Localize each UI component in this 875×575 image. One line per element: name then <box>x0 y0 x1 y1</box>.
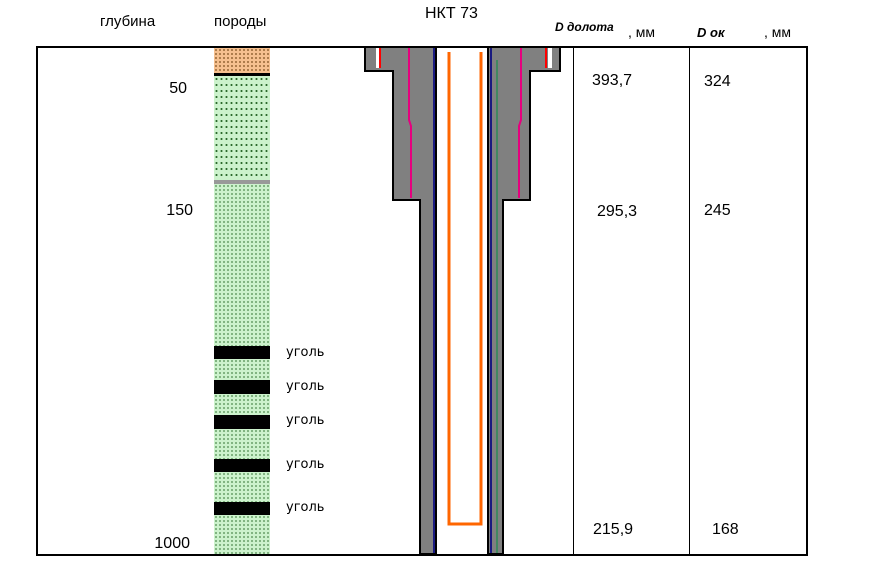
sandstone-layer-bottom <box>214 515 270 554</box>
left-annulus-gap <box>376 48 380 68</box>
tubing-string <box>447 52 483 526</box>
soil-layer <box>214 48 270 74</box>
left-cement-sheath <box>364 46 437 555</box>
right-annulus-gap <box>548 48 552 68</box>
rocks-column-header: породы <box>214 13 267 30</box>
layer-boundary-grey <box>214 180 270 184</box>
coal-label: уголь <box>286 379 325 394</box>
depth-label-150: 150 <box>166 202 193 219</box>
coal-seam <box>214 346 270 359</box>
coal-label: уголь <box>286 500 325 515</box>
sandstone-layer-upper <box>214 76 270 180</box>
casing-diameter-unit: , мм <box>764 24 792 40</box>
coal-seam <box>214 459 270 472</box>
bit-diameter-unit: , мм <box>628 24 656 40</box>
coal-seam <box>214 380 270 394</box>
tubing-header: НКТ 73 <box>425 5 478 22</box>
bit-column-divider <box>573 47 574 555</box>
sandstone-interlayer <box>214 429 270 459</box>
casing-diameter-3: 168 <box>712 521 739 538</box>
bit-diameter-3: 215,9 <box>593 521 634 538</box>
bit-diameter-header: D долота <box>555 20 614 34</box>
layer-boundary <box>214 73 270 76</box>
sandstone-interlayer <box>214 394 270 415</box>
coal-label: уголь <box>286 457 325 472</box>
bit-diameter-2: 295,3 <box>597 203 638 220</box>
coal-seam <box>214 415 270 429</box>
surface-casing-right <box>518 48 522 198</box>
casing-column-divider <box>689 47 690 555</box>
depth-label-50: 50 <box>169 80 187 97</box>
coal-label: уголь <box>286 413 325 428</box>
casing-diameter-1: 324 <box>704 73 731 90</box>
coal-seam <box>214 502 270 515</box>
casing-diameter-2: 245 <box>704 202 731 219</box>
sandstone-interlayer <box>214 359 270 380</box>
sandstone-interlayer <box>214 472 270 502</box>
sandstone-layer-main <box>214 184 270 346</box>
right-cement-sheath <box>487 46 561 555</box>
bit-diameter-1: 393,7 <box>592 72 633 89</box>
casing-diameter-header: D ок <box>697 25 725 40</box>
depth-column-header: глубина <box>100 13 156 30</box>
surface-casing-left <box>408 48 412 198</box>
depth-label-1000: 1000 <box>154 535 190 552</box>
coal-label: уголь <box>286 345 325 360</box>
